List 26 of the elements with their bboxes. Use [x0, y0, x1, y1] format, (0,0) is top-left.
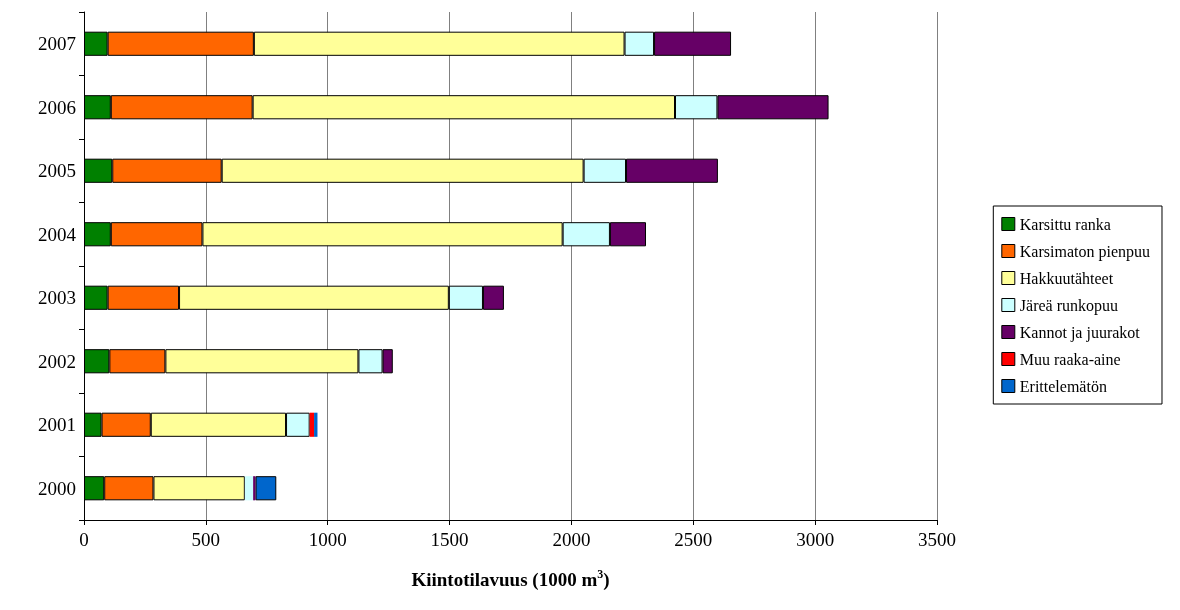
- bar: [255, 476, 277, 501]
- y-tick-label: 2002: [38, 350, 76, 372]
- y-tick-label: 2000: [38, 477, 76, 499]
- x-tick-label: 2500: [674, 529, 713, 550]
- x-tick-label: 500: [191, 529, 221, 550]
- y-tick-label: 2006: [38, 96, 76, 118]
- legend-label: Muu raaka-aine: [1019, 350, 1121, 368]
- legend-label: Järeä runkopuu: [1019, 296, 1118, 315]
- y-tick-label: 2005: [38, 160, 76, 182]
- y-tick-label: 2004: [38, 223, 77, 245]
- y-tick-label: 2001: [38, 414, 76, 436]
- bar: [309, 412, 315, 437]
- x-tick-label: 1500: [430, 529, 469, 550]
- x-tick-label: 3000: [796, 529, 835, 550]
- legend-label: Erittelemätön: [1019, 377, 1107, 395]
- x-tick-label: 3500: [918, 529, 956, 550]
- y-tick-label: 2007: [38, 33, 76, 55]
- y-tick-label: 2003: [38, 287, 76, 309]
- x-tick-label: 2000: [552, 529, 591, 550]
- x-tick-label: 1000: [308, 529, 347, 550]
- legend-label: Karsimaton pienpuu: [1019, 242, 1151, 261]
- legend-label: Kannot ja juurakot: [1019, 323, 1141, 342]
- x-tick-label: 0: [79, 529, 89, 550]
- bar: [244, 476, 254, 501]
- legend-label: Hakkuutähteet: [1019, 269, 1114, 287]
- legend-label: Karsittu ranka: [1019, 215, 1111, 233]
